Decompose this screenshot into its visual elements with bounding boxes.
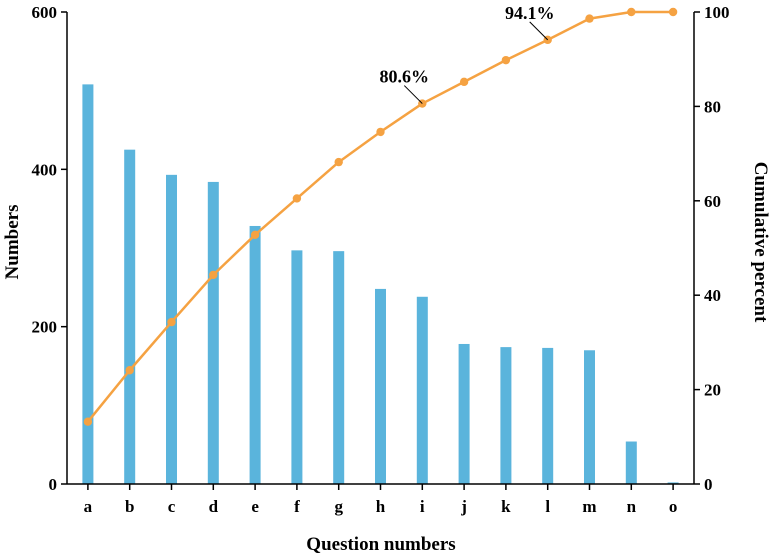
y-tick-label-400: 400	[32, 160, 58, 179]
y-tick-label-600: 600	[32, 3, 58, 22]
cumulative-point-j	[459, 77, 469, 87]
cumulative-point-f	[292, 194, 302, 203]
y-axis-title: Numbers	[2, 205, 23, 280]
x-tick-label-o: o	[669, 497, 678, 516]
bar-l	[542, 347, 554, 484]
y2-tick-label-40: 40	[704, 286, 721, 305]
x-tick-label-e: e	[251, 497, 259, 516]
cumulative-point-a	[83, 417, 93, 426]
cumulative-line-layer	[83, 7, 678, 426]
x-tick-label-b: b	[125, 497, 134, 516]
bar-j	[458, 343, 470, 484]
y-tick-label-0: 0	[49, 475, 58, 494]
bar-c	[166, 174, 177, 484]
cumulative-point-d	[209, 270, 218, 280]
x-tick-label-j: j	[460, 497, 467, 516]
y-tick-label-200: 200	[32, 318, 58, 337]
y2-tick-label-100: 100	[704, 3, 730, 22]
y2-tick-label-80: 80	[704, 97, 721, 116]
bar-o	[667, 482, 679, 484]
x-tick-label-g: g	[334, 497, 343, 516]
cumulative-point-h	[376, 127, 385, 137]
bar-g	[333, 251, 345, 484]
y2-tick-label-60: 60	[704, 192, 721, 211]
x-axis-title: Question numbers	[306, 534, 455, 555]
cumulative-point-g	[334, 157, 343, 167]
x-tick-label-k: k	[501, 497, 511, 516]
annotation-leader-l	[529, 21, 549, 41]
bar-b	[124, 149, 136, 484]
labels-layer: 0 200 400 600 0 20 40 60 80 100 a b c d e f g h i j k l m n o 80.…	[32, 3, 730, 516]
cumulative-point-m	[585, 14, 594, 23]
x-tick-label-h: h	[376, 497, 386, 516]
x-tick-label-c: c	[168, 497, 176, 516]
annotation-leader-i	[403, 85, 423, 104]
y2-tick-label-0: 0	[704, 475, 713, 494]
bar-a	[82, 84, 94, 484]
bar-d	[207, 181, 219, 485]
x-tick-label-d: d	[209, 497, 219, 516]
bar-e	[249, 225, 261, 484]
cumulative-point-e	[250, 230, 260, 239]
y2-axis-title: Cumulative percent	[750, 162, 771, 323]
x-tick-label-n: n	[627, 497, 637, 516]
cumulative-point-o	[668, 7, 678, 17]
annotation-label-i: 80.6%	[380, 67, 430, 87]
cumulative-point-k	[501, 55, 511, 65]
bar-n	[625, 441, 637, 484]
bar-i	[416, 296, 428, 484]
cumulative-point-c	[167, 317, 176, 327]
bar-m	[584, 350, 595, 484]
cumulative-point-n	[627, 7, 636, 17]
bar-k	[500, 347, 512, 484]
x-tick-label-l: l	[545, 497, 550, 516]
x-tick-label-i: i	[420, 497, 425, 516]
y2-tick-label-20: 20	[704, 381, 721, 400]
x-tick-label-a: a	[84, 497, 93, 516]
x-tick-label-f: f	[294, 497, 300, 516]
cumulative-point-b	[125, 366, 134, 375]
bar-h	[375, 288, 386, 484]
annotation-label-l: 94.1%	[505, 3, 555, 23]
bar-f	[291, 250, 303, 484]
x-tick-label-m: m	[582, 497, 596, 516]
bars-layer	[82, 84, 679, 485]
axes-layer	[61, 11, 700, 490]
